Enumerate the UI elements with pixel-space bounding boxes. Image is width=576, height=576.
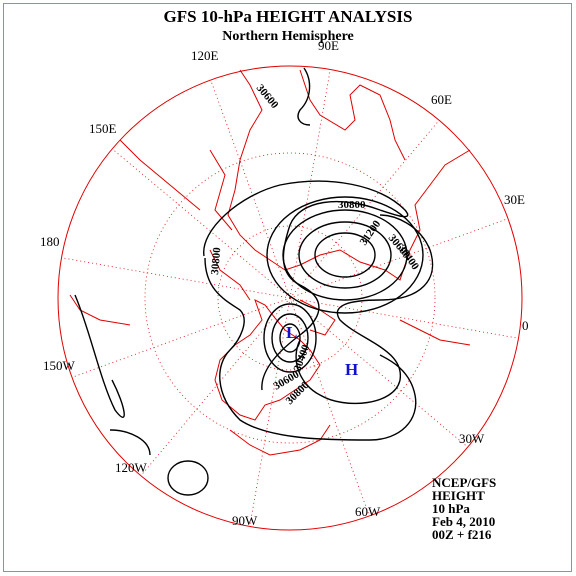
longitude-label: 150W (43, 358, 76, 373)
meridian (71, 297, 291, 378)
meridian (289, 218, 509, 299)
meridian (112, 148, 291, 299)
meridian (210, 79, 291, 299)
longitude-label: 90E (318, 38, 339, 53)
longitude-label: 120E (191, 48, 219, 63)
meridian (289, 297, 468, 448)
meridian (289, 297, 370, 517)
longitude-label: 180 (40, 234, 60, 249)
latitude-circle (144, 152, 436, 444)
info-line: Feb 4, 2010 (432, 514, 495, 529)
meridian (140, 297, 291, 476)
contour-label: 30800 (209, 246, 223, 275)
meridian (289, 297, 519, 339)
frame (3, 3, 572, 572)
contour-label: 30600 (254, 82, 281, 111)
map-subtitle: Northern Hemisphere (222, 29, 354, 44)
info-line: 00Z + f216 (432, 527, 492, 542)
info-line: 10 hPa (432, 501, 470, 516)
labels: GFS 10-hPa HEIGHT ANALYSIS Northern Hemi… (40, 7, 529, 542)
longitude-label: 120W (115, 460, 148, 475)
longitude-label: 60E (431, 92, 452, 107)
longitude-label: 150E (89, 121, 117, 136)
meridian (289, 120, 440, 299)
longitude-label: 30E (504, 192, 525, 207)
meridian (249, 297, 291, 527)
high-center: H (345, 360, 358, 379)
longitude-label: 30W (459, 431, 485, 446)
info-line: NCEP/GFS (432, 475, 496, 490)
meridian (289, 69, 331, 299)
map-title: GFS 10-hPa HEIGHT ANALYSIS (164, 7, 413, 26)
longitude-label: 60W (355, 504, 381, 519)
low-center: L (286, 323, 297, 342)
boundary-circle (57, 65, 523, 531)
longitude-label: 0 (522, 318, 529, 333)
contours (74, 67, 434, 496)
info-line: HEIGHT (432, 488, 485, 503)
contour-label: 30800 (338, 199, 366, 211)
longitude-label: 90W (232, 513, 258, 528)
meridian (61, 257, 291, 299)
